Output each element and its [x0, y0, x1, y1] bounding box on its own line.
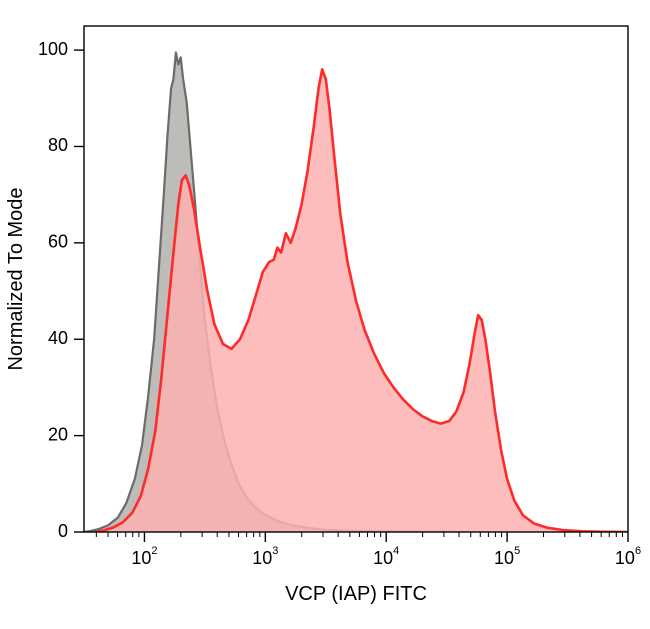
x-tick-label: 105 [494, 545, 520, 568]
flow-histogram-chart: 0 20 40 60 80 100 102 103 104 105 106 VCP (IAP) FI… [0, 0, 650, 629]
x-tick-label: 104 [373, 545, 399, 568]
x-tick-label: 102 [131, 545, 157, 568]
y-axis-label: Normalized To Mode [5, 187, 27, 370]
x-tick-label: 106 [615, 545, 641, 568]
x-axis-label: VCP (IAP) FITC [285, 583, 427, 605]
x-tick-label: 103 [252, 545, 278, 568]
y-tick-label: 20 [48, 424, 68, 444]
y-tick-label: 60 [48, 232, 68, 252]
y-tick-label: 40 [48, 328, 68, 348]
y-tick-label: 100 [38, 39, 68, 59]
y-tick-label: 0 [58, 521, 68, 541]
chart-svg: 0 20 40 60 80 100 102 103 104 105 106 VCP (IAP) FI… [0, 0, 650, 629]
y-tick-label: 80 [48, 135, 68, 155]
